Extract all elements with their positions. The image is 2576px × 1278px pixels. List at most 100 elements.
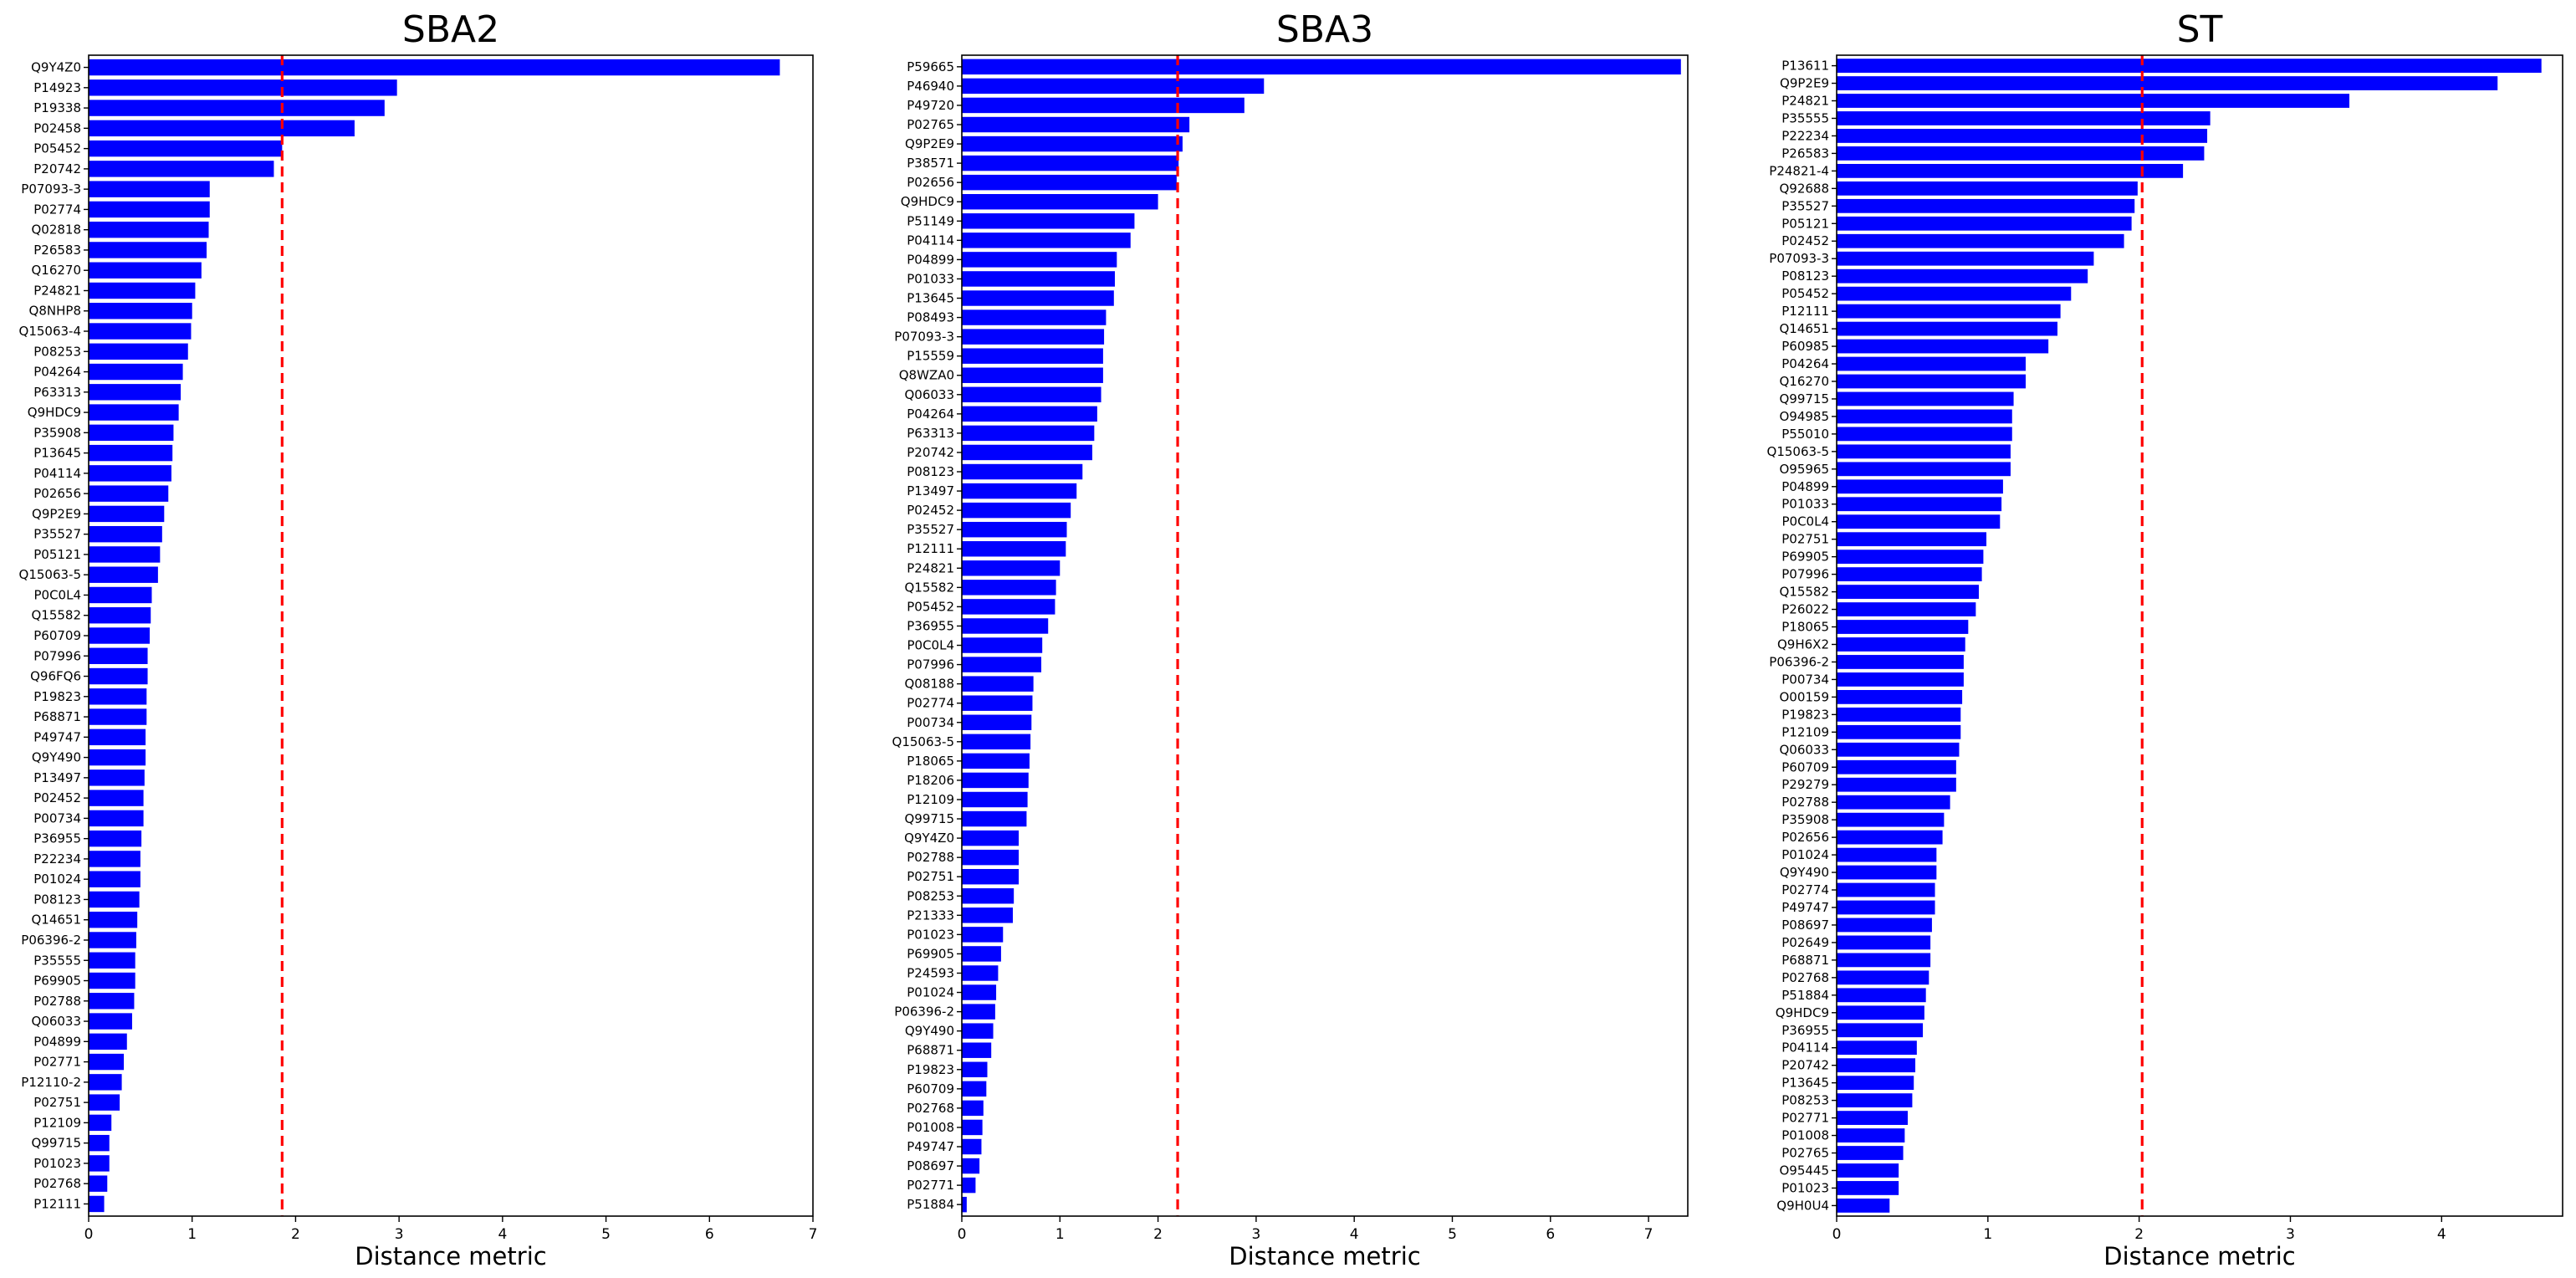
- y-tick-label: P01023: [33, 1156, 81, 1171]
- y-tick-label: P02452: [33, 790, 81, 805]
- bar-P08697: [962, 1158, 980, 1174]
- y-tick-label: Q06033: [1779, 742, 1829, 757]
- bar-P0C0L4: [89, 586, 152, 604]
- plot-frame: [88, 54, 814, 1217]
- bar-P46940: [962, 78, 1265, 95]
- bar-P69905: [1837, 550, 1984, 565]
- y-tick-label: P68871: [907, 1043, 954, 1058]
- y-tick-label: P24821: [1781, 94, 1829, 109]
- bar-P14923: [89, 79, 397, 96]
- bar-P13497: [89, 769, 145, 786]
- bar-P55010: [1837, 427, 2012, 442]
- y-tick-label: P13497: [907, 483, 954, 498]
- x-tick-label: 1: [1983, 1226, 1992, 1243]
- bar-P35527: [89, 525, 162, 543]
- y-tick-label: P02771: [1781, 1111, 1829, 1126]
- bar-O95445: [1837, 1163, 1899, 1178]
- y-tick-label: P26583: [1781, 146, 1829, 161]
- bar-P05452: [1837, 286, 2072, 301]
- bar-P35908: [1837, 812, 1945, 827]
- y-tick-label: P13611: [1781, 59, 1829, 74]
- y-tick-label: P59665: [907, 59, 954, 74]
- bar-P01023: [89, 1155, 110, 1172]
- bar-Q14651: [1837, 321, 2058, 336]
- plot-frame: [1836, 54, 2563, 1217]
- bar-Q08188: [962, 676, 1034, 692]
- bar-P06396-2: [1837, 655, 1964, 669]
- bar-P01024: [89, 871, 141, 887]
- bar-P35908: [89, 424, 174, 442]
- bar-P49747: [89, 728, 146, 746]
- bar-P05452: [89, 140, 283, 157]
- y-tick-label: P00734: [907, 715, 954, 730]
- y-tick-label: P02774: [33, 202, 81, 217]
- y-tick-label: P55010: [1781, 427, 1829, 442]
- y-tick-label: O95965: [1779, 462, 1829, 477]
- bar-P68871: [89, 708, 147, 725]
- bar-P51884: [1837, 988, 1926, 1003]
- y-tick-label: P49747: [1781, 900, 1829, 915]
- y-tick-label: P12111: [907, 541, 954, 556]
- bar-P02656: [89, 485, 169, 502]
- y-tick-label: P02751: [1781, 532, 1829, 547]
- bar-P68871: [962, 1042, 992, 1058]
- bar-Q92688: [1837, 181, 2138, 196]
- x-axis-label: Distance metric: [1229, 1242, 1420, 1270]
- bar-P35555: [1837, 111, 2211, 125]
- chart-title: SBA3: [1276, 8, 1373, 51]
- y-tick-label: P08123: [33, 892, 81, 907]
- bar-P60709: [1837, 759, 1956, 774]
- y-tick-label: P13645: [907, 291, 954, 306]
- y-tick-label: P60709: [1781, 759, 1829, 774]
- y-tick-label: Q9H0U4: [1776, 1198, 1829, 1213]
- bar-P04899: [1837, 479, 2003, 494]
- y-tick-label: P69905: [33, 974, 81, 989]
- y-tick-label: P15559: [907, 349, 954, 364]
- y-tick-label: P02788: [1781, 795, 1829, 810]
- bar-Q06033: [1837, 742, 1960, 757]
- y-tick-label: P02656: [907, 175, 954, 190]
- y-tick-label: Q15582: [31, 608, 81, 623]
- bar-P51149: [962, 213, 1135, 229]
- bar-P24821-4: [1837, 163, 2184, 178]
- bar-P12110-2: [89, 1074, 122, 1091]
- y-tick-label: P68871: [1781, 953, 1829, 968]
- y-tick-label: P21333: [907, 907, 954, 923]
- bar-Q15582: [962, 580, 1056, 596]
- bar-O00159: [1837, 689, 1963, 704]
- bar-Q9Y490: [962, 1023, 994, 1039]
- bar-P02768: [89, 1175, 108, 1192]
- bar-Q9HDC9: [1837, 1005, 1924, 1020]
- y-tick-label: O94985: [1779, 409, 1829, 424]
- bar-P01008: [962, 1119, 983, 1136]
- y-tick-label: P07093-3: [1769, 251, 1829, 266]
- y-tick-label: P36955: [907, 618, 954, 633]
- y-tick-label: P24593: [907, 965, 954, 980]
- y-tick-label: P12110-2: [21, 1075, 81, 1090]
- bar-P04264: [1837, 356, 2027, 371]
- y-tick-label: O00159: [1779, 689, 1829, 704]
- y-tick-label: Q9HDC9: [1776, 1005, 1829, 1020]
- bar-P60985: [1837, 339, 2049, 354]
- y-tick-label: P02452: [1781, 233, 1829, 248]
- y-tick-label: P00734: [1781, 672, 1829, 687]
- y-tick-label: P05452: [1781, 286, 1829, 301]
- bar-P08123: [89, 891, 140, 908]
- bar-P60709: [89, 627, 150, 644]
- y-tick-label: P49747: [907, 1139, 954, 1154]
- y-tick-label: P02774: [1781, 882, 1829, 897]
- y-tick-label: Q8NHP8: [29, 304, 81, 319]
- y-tick-label: Q9H6X2: [1777, 636, 1829, 652]
- bar-P01008: [1837, 1128, 1905, 1143]
- y-tick-label: P35555: [33, 953, 81, 968]
- bar-Q14651: [89, 912, 138, 928]
- bar-P02458: [89, 120, 355, 137]
- bar-P01033: [1837, 497, 2002, 512]
- bar-P24821: [962, 560, 1061, 576]
- bar-P36955: [1837, 1023, 1924, 1038]
- y-tick-label: P51884: [1781, 988, 1829, 1003]
- y-tick-label: P26022: [1781, 602, 1829, 617]
- y-tick-label: Q99715: [904, 811, 954, 826]
- y-tick-label: Q9P2E9: [905, 136, 954, 151]
- bar-P19823: [962, 1061, 988, 1077]
